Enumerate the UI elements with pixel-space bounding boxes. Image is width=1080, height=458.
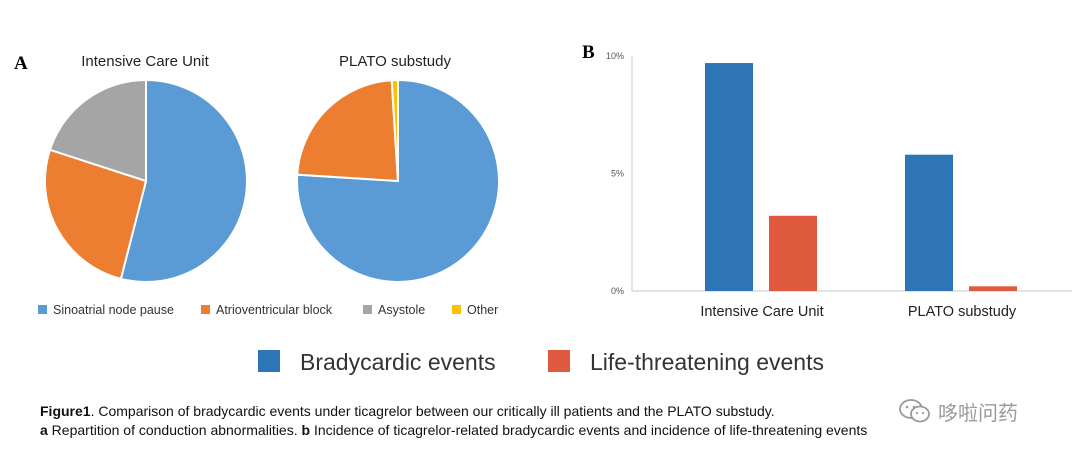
- bar-bradycardic-events-plato-substudy: [905, 154, 953, 291]
- pie-plato-slice-other: [390, 78, 399, 182]
- pie-plato-slice-atrioventricular-block: [296, 79, 400, 183]
- pie-icu-slice-asystole: [48, 78, 147, 183]
- bar-ytick-0pct: 0%: [611, 286, 624, 296]
- bar-ytick-5pct: 5%: [611, 169, 624, 179]
- bar-xtick-plato-substudy: PLATO substudy: [908, 304, 1017, 320]
- pie-legend-swatch-atrioventricular-block: [201, 305, 210, 314]
- bar-legend-label-life-threatening-events: Life-threatening events: [590, 349, 824, 375]
- pie-plato: [296, 78, 500, 283]
- bar-life-threatening-events-intensive-care-unit: [769, 215, 817, 291]
- pie-legend-label-atrioventricular-block: Atrioventricular block: [216, 303, 333, 317]
- wechat-icon: [899, 399, 930, 423]
- pie-legend: Sinoatrial node pause Atrioventricular bl…: [38, 303, 498, 317]
- caption-b-text: Incidence of ticagrelor-related bradycar…: [310, 422, 868, 438]
- bar-legend-swatch-life-threatening-events: [548, 350, 570, 372]
- pie-icu: [44, 78, 248, 283]
- bar-legend-label-bradycardic-events: Bradycardic events: [300, 349, 496, 375]
- pie-legend-swatch-sinoatrial-node-pause: [38, 305, 47, 314]
- caption-line-1: Figure1. Comparison of bradycardic event…: [40, 402, 920, 421]
- bar-legend: Bradycardic events Life-threatening event…: [258, 349, 824, 375]
- pie-icu-slice-atrioventricular-block: [44, 148, 148, 281]
- figure-caption: Figure1. Comparison of bradycardic event…: [40, 402, 920, 440]
- watermark-text: 哆啦问药: [938, 400, 1018, 425]
- caption-b-label: b: [301, 422, 311, 438]
- bar-life-threatening-events-plato-substudy: [969, 286, 1017, 291]
- caption-a-label: a: [40, 422, 48, 438]
- pie-plato-title: PLATO substudy: [339, 53, 452, 70]
- caption-line-2: a Repartition of conduction abnormalitie…: [40, 421, 920, 440]
- caption-line-1-text: . Comparison of bradycardic events under…: [90, 403, 775, 419]
- bar-ytick-10pct: 10%: [606, 51, 624, 61]
- bar-chart: 0% 5% 10% Intensive Care Unit PLATO substudy: [606, 51, 1072, 320]
- pie-legend-swatch-asystole: [363, 305, 372, 314]
- pie-icu-title: Intensive Care Unit: [81, 53, 209, 70]
- bar-bradycardic-events-intensive-care-unit: [705, 63, 753, 291]
- panel-b-letter: B: [582, 42, 595, 63]
- panel-a-letter: A: [14, 53, 28, 74]
- pie-icu-slice-sinoatrial-node-pause: [119, 78, 248, 283]
- caption-a-text: Repartition of conduction abnormalities.: [47, 422, 302, 438]
- pie-legend-swatch-other: [452, 305, 461, 314]
- bar-legend-swatch-bradycardic-events: [258, 350, 280, 372]
- pie-legend-label-asystole: Asystole: [378, 303, 425, 317]
- pie-legend-label-other: Other: [467, 303, 498, 317]
- pie-legend-label-sinoatrial-node-pause: Sinoatrial node pause: [53, 303, 174, 317]
- bar-xtick-intensive-care-unit: Intensive Care Unit: [700, 304, 823, 320]
- watermark: 哆啦问药: [898, 398, 1018, 425]
- caption-figure-label: Figure1: [40, 403, 91, 419]
